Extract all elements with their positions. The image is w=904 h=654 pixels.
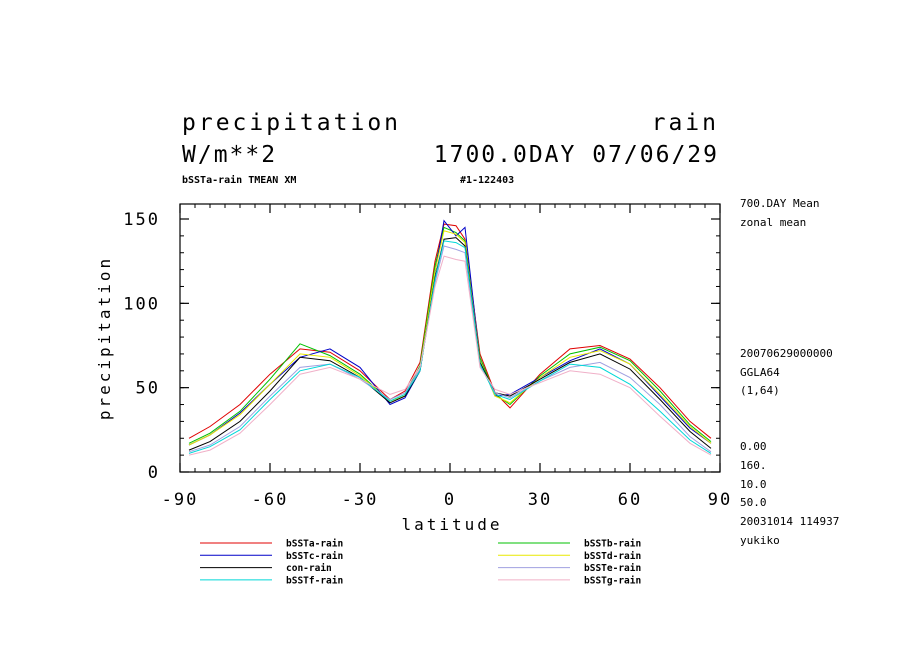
chart-title: precipitation [182,110,401,136]
x-tick-label: -60 [252,490,289,510]
min-info: 0.00 [740,440,767,453]
x-tick-label: 60 [618,490,642,510]
y-tick-labels: 0 50 100 150 [123,210,160,483]
legend-label: bSSTf-rain [286,575,343,586]
date-info: 20070629000000 [740,347,833,360]
legend-label: con-rain [286,563,332,574]
x-tick-label: 90 [708,490,732,510]
series-line-bSSTb-rain [188,226,712,444]
y-tick-label: 50 [136,379,160,399]
interval2-info: 50.0 [740,496,767,509]
minor-ticks [179,204,721,473]
series-lines [188,219,712,456]
plot-frame [179,203,721,473]
legend-label: bSSTd-rain [584,551,641,562]
legend-label: bSSTc-rain [286,551,343,562]
mean-info: 700.DAY Mean [740,197,819,210]
zonal-info: zonal mean [740,216,806,229]
user-info: yukiko [740,534,780,547]
series-line-bSSTf-rain [188,240,712,454]
y-tick-label: 0 [148,463,160,483]
legend-label: bSSTe-rain [584,563,641,574]
grid-info: GGLA64 [740,366,780,379]
series-line-bSSTe-rain [188,245,712,453]
series-line-con-rain [188,237,712,451]
run-id-label: #1-122403 [460,175,514,186]
units-label: W/m**2 [182,142,277,168]
max-info: 160. [740,459,767,472]
interval-info: 10.0 [740,478,767,491]
y-tick-label: 150 [123,210,160,230]
legend-label: bSSTg-rain [584,575,641,586]
x-tick-label: -30 [342,490,379,510]
legend-label: bSSTb-rain [584,539,641,550]
series-line-bSSTa-rain [188,223,712,439]
series-line-bSSTg-rain [188,255,712,456]
x-tick-label: -90 [162,490,199,510]
x-tick-label: 0 [444,490,456,510]
x-tick-label: 30 [528,490,552,510]
series-line-bSSTc-rain [188,219,712,446]
legend-label: bSSTa-rain [286,539,343,550]
y-axis-label: precipitation [95,256,114,420]
time-label: 1700.0DAY 07/06/29 [434,142,719,168]
field-name: rain [652,110,719,136]
major-ticks [179,204,721,473]
experiment-label: bSSTa-rain TMEAN XM [182,174,296,186]
range-info: (1,64) [740,384,780,397]
x-axis-label: latitude [401,515,502,534]
series-line-bSSTd-rain [188,230,712,446]
y-tick-label: 100 [123,294,160,314]
x-tick-labels: -90 -60 -30 0 30 60 90 [162,490,732,510]
timestamp-info: 20031014 114937 [740,515,839,528]
